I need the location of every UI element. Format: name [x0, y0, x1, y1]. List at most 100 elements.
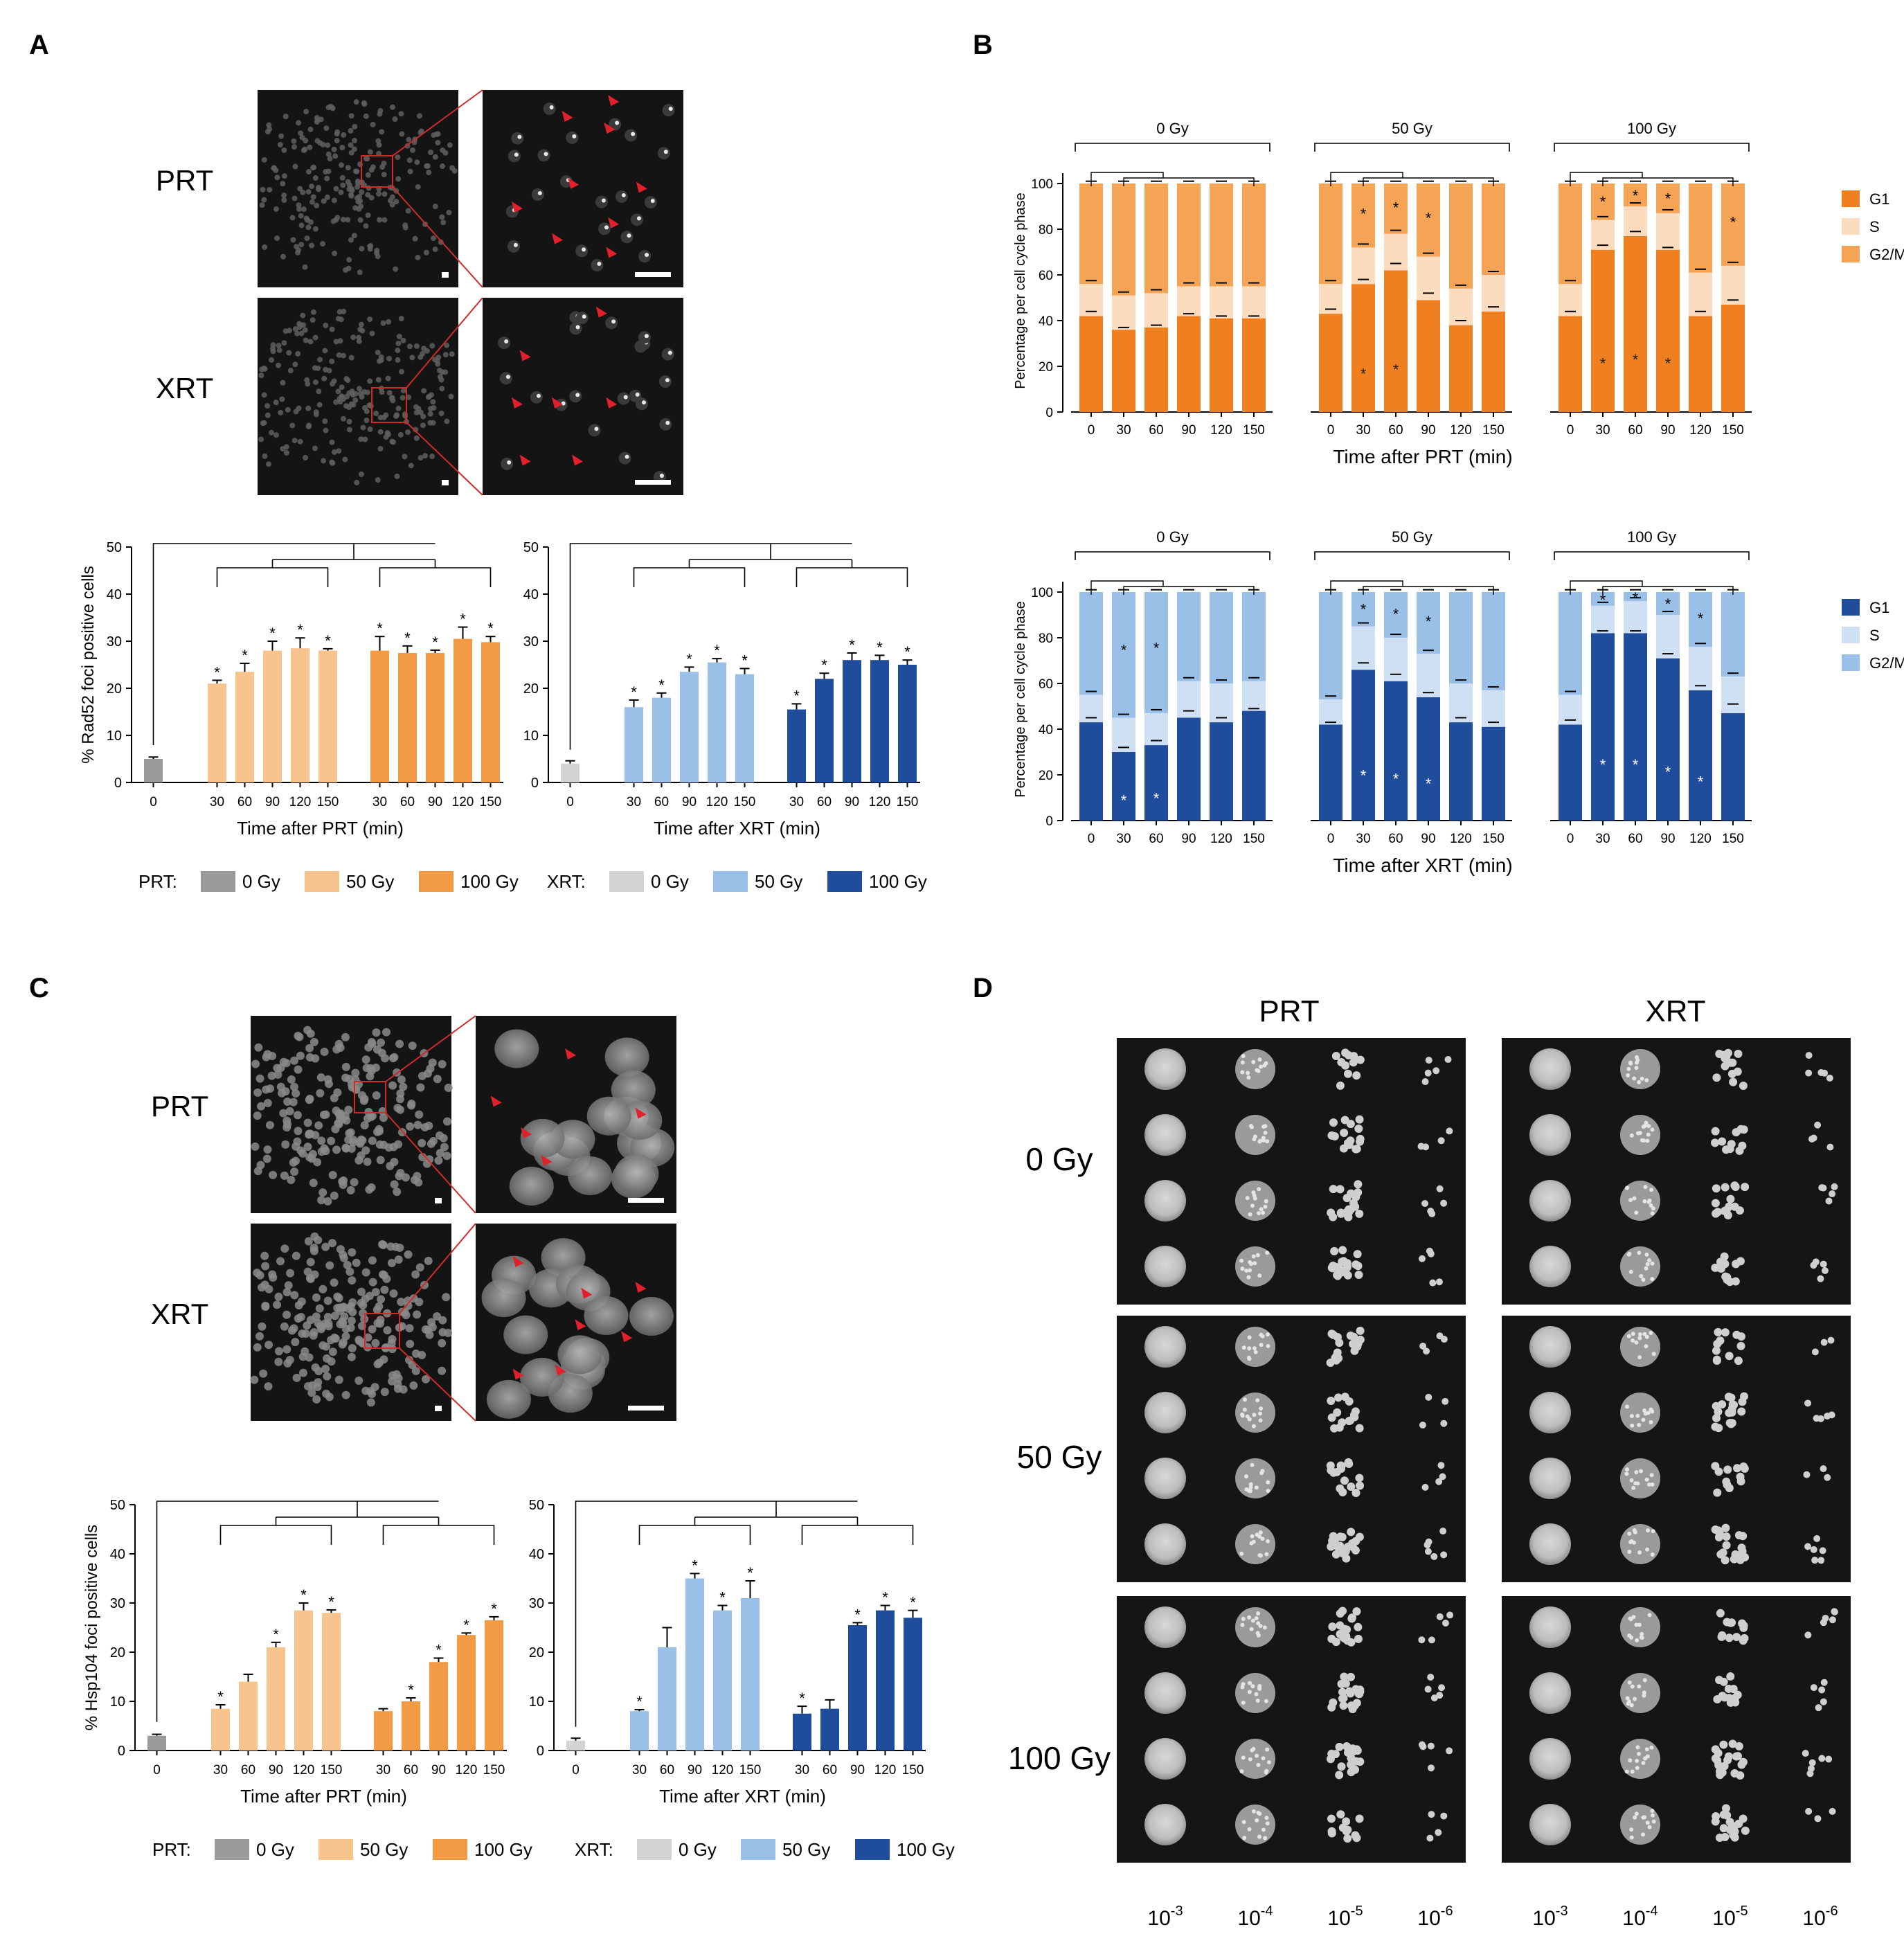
colony [1333, 1408, 1342, 1417]
bar [398, 653, 417, 782]
cell [400, 337, 406, 343]
cell [375, 350, 381, 356]
arrow-marker [606, 247, 618, 258]
cell [440, 147, 446, 153]
colony [1714, 1327, 1723, 1336]
dilution-label: 10-4 [1622, 1904, 1658, 1930]
colony [1630, 1423, 1635, 1428]
significance-star: * [793, 687, 800, 704]
cell [569, 390, 582, 403]
significance-star: * [910, 1594, 916, 1611]
cell [350, 334, 357, 341]
cell [309, 199, 315, 205]
cell [431, 404, 437, 411]
colony [1641, 1278, 1646, 1282]
colony [1718, 1548, 1727, 1557]
arrow-marker [621, 1331, 633, 1343]
cell [391, 1242, 400, 1251]
cell [413, 404, 419, 410]
bar-g2m [1177, 592, 1201, 681]
colony [1643, 1411, 1648, 1416]
x-tick-label: 90 [1181, 832, 1196, 846]
focus [575, 393, 580, 397]
x-tick-label: 90 [269, 1763, 283, 1778]
focus [667, 350, 672, 355]
colony [1806, 1770, 1814, 1778]
y-tick-label: 100 [1031, 177, 1053, 192]
cell [276, 343, 282, 349]
y-axis-label: % Hsp104 foci positive cells [82, 1525, 101, 1730]
micrograph-image [483, 298, 683, 495]
cell [306, 169, 312, 175]
colony [1355, 1209, 1364, 1218]
colony [1637, 1332, 1642, 1337]
colony [1644, 1477, 1649, 1482]
significance-star: * [1600, 756, 1606, 773]
cell [253, 1343, 262, 1352]
colony [1810, 1134, 1817, 1142]
colony [1730, 1827, 1739, 1836]
cell [321, 1242, 330, 1251]
colony [1257, 1273, 1262, 1278]
colony [1632, 1540, 1637, 1545]
colony [1246, 1071, 1250, 1075]
cell [329, 358, 335, 364]
bracket [575, 1501, 858, 1727]
y-tick-label: 20 [1039, 769, 1053, 783]
cell [368, 1136, 377, 1145]
cell [385, 431, 391, 438]
colony [1446, 1127, 1453, 1135]
cell [292, 163, 298, 170]
cell [402, 1311, 411, 1320]
cell [503, 1315, 548, 1354]
cell [305, 224, 312, 231]
bar-g1 [1242, 318, 1266, 412]
colony [1351, 1260, 1360, 1269]
colony [1650, 1211, 1655, 1216]
spot-row-50gy: 50 Gy [1017, 1439, 1102, 1475]
cell [371, 1338, 380, 1347]
cell [380, 1285, 389, 1294]
dilution-exponent: -5 [1736, 1904, 1748, 1919]
bar [658, 1647, 676, 1751]
colony [1712, 1413, 1721, 1422]
colony [1711, 1745, 1720, 1754]
colony [1266, 1539, 1270, 1543]
bar [561, 763, 580, 782]
colony [1419, 1421, 1426, 1429]
colony [1352, 1071, 1361, 1080]
cell [333, 1088, 342, 1097]
cell [273, 400, 279, 406]
cell [368, 1390, 377, 1399]
cell [614, 1154, 659, 1194]
colony [1805, 1069, 1813, 1077]
bar [741, 1597, 760, 1751]
cell [359, 328, 366, 334]
bracket [1330, 172, 1403, 186]
cell [346, 427, 352, 433]
cell [433, 1312, 442, 1321]
colony [1257, 1811, 1262, 1816]
cell [325, 151, 332, 157]
cell [327, 1136, 336, 1145]
colony [1353, 1746, 1362, 1755]
cell [387, 1259, 396, 1268]
colony [1736, 1341, 1745, 1350]
legend-c: PRT: 0 Gy 50 Gy 100 Gy XRT: 0 Gy 50 Gy 100 Gy [152, 1839, 955, 1860]
colony [1442, 1397, 1449, 1405]
cell [261, 1301, 270, 1310]
cell [341, 1032, 350, 1041]
legend-swatch [827, 871, 862, 892]
colony-spot [1144, 1246, 1186, 1287]
cell [306, 1129, 315, 1138]
cell [331, 146, 337, 152]
significance-star: * [273, 1626, 279, 1643]
zoom-line [385, 1015, 476, 1082]
colony [1650, 1409, 1655, 1414]
colony [1821, 1266, 1829, 1274]
colony [1721, 1328, 1730, 1337]
colony [1356, 1055, 1365, 1064]
arrow-marker [604, 123, 616, 134]
cell [300, 147, 307, 154]
cell [348, 113, 354, 119]
